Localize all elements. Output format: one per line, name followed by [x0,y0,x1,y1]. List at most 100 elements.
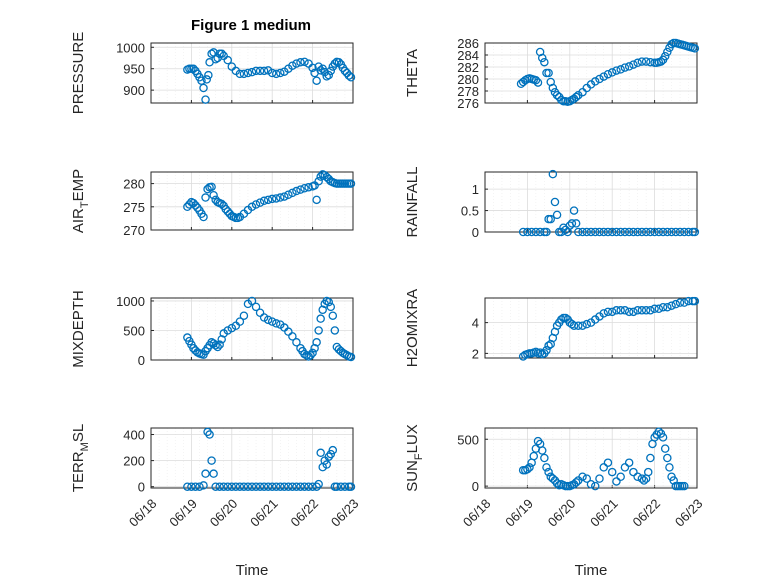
data-point [629,307,638,317]
data-point [654,427,664,436]
y-tick-label: 280 [123,177,145,192]
data-point [312,195,321,205]
data-point [658,433,668,442]
y-axis-label: PRESSURE [70,32,87,115]
data-point [590,481,600,491]
y-axis-label: THETA [404,49,421,97]
data-point [271,482,281,491]
data-point [316,448,325,458]
data-point [263,482,273,491]
x-axis-label: Time [575,562,608,579]
data-point [191,482,200,491]
data-point [326,66,336,76]
x-tick-label: 06/20 [207,496,241,530]
data-point [207,456,216,465]
data-point [211,55,220,64]
data-point [599,463,608,472]
data-point [292,338,301,347]
data-point [637,227,647,237]
data-point [650,227,659,237]
data-point [247,482,257,491]
data-point [612,306,621,315]
data-point [215,482,224,491]
data-point [288,332,297,341]
data-point [346,352,356,362]
data-point [518,227,528,237]
subplot-3: 270 275 280 AIRTEMP [70,169,356,238]
data-point [328,311,338,320]
data-point [599,72,608,81]
data-point [523,464,532,474]
data-point [533,78,543,87]
data-point [247,67,257,77]
data-point [552,90,562,100]
data-point [607,467,617,477]
data-point [669,476,678,485]
data-point [561,313,570,323]
data-point [586,479,596,489]
data-point [586,227,596,237]
data-point [296,185,305,194]
axes-box [150,427,354,489]
data-point [183,482,192,491]
data-point [561,225,570,235]
data-point [590,227,600,237]
data-point [259,66,269,76]
data-point [308,348,317,358]
data-point [571,92,581,102]
data-point [540,57,549,67]
data-point [646,227,655,237]
data-point [189,64,198,73]
data-point [654,304,664,314]
data-point [658,302,668,312]
data-point [251,66,261,76]
data-point [624,307,634,317]
data-point [531,227,541,237]
data-point [346,73,356,82]
data-point [344,71,354,80]
data-point [546,214,555,224]
data-point [658,227,668,237]
x-tick-label: 06/23 [328,496,362,530]
y-tick-label: 275 [123,200,145,215]
data-point [607,68,617,77]
data-point [284,190,293,199]
data-point [259,196,269,206]
data-point [217,335,226,344]
y-tick-label: 2 [472,346,479,361]
data-point [665,463,674,472]
data-point [684,296,693,306]
data-point [620,227,630,237]
data-point [223,55,233,65]
data-point [199,212,208,222]
data-point [306,351,315,360]
data-point [219,482,228,491]
data-point [607,227,617,237]
data-point [330,59,340,68]
data-point [346,179,356,188]
data-point [322,460,331,469]
y-tick-label: 280 [457,72,479,87]
data-point [326,302,336,312]
data-point [314,479,323,489]
data-point [544,68,553,78]
data-point [650,304,659,314]
data-point [633,58,642,68]
data-point [523,227,532,237]
axes-box [484,427,698,489]
data-point [330,326,340,335]
data-point [267,194,277,204]
data-point [328,445,338,455]
axes-frame [484,297,698,359]
data-point [537,53,547,63]
data-point [324,297,334,307]
data-point [582,227,592,237]
data-point [571,478,581,487]
data-point [569,206,579,215]
data-point [637,57,647,66]
data-point [259,482,269,491]
data-point [324,70,334,80]
data-point [643,467,653,477]
data-point [215,340,224,349]
data-point [646,453,655,463]
